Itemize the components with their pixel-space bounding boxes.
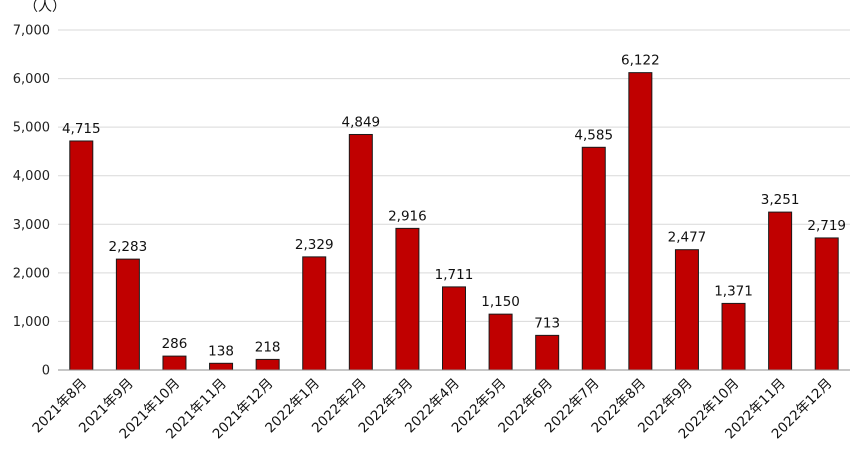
y-tick-label: 1,000 (13, 315, 50, 330)
bar (674, 249, 699, 371)
y-tick-label: 0 (42, 364, 50, 379)
data-label: 4,585 (574, 127, 613, 143)
bar (535, 334, 560, 371)
bars (69, 72, 839, 371)
y-tick-label: 7,000 (13, 24, 50, 39)
bar (115, 258, 140, 371)
y-tick-label: 5,000 (13, 121, 50, 136)
y-tick-label: 6,000 (13, 72, 50, 87)
data-label: 286 (162, 336, 188, 352)
bar (69, 140, 94, 371)
data-label: 138 (208, 343, 234, 359)
x-axis-categories: 2021年8月2021年9月2021年10月2021年11月2021年12月20… (29, 376, 835, 443)
bar (768, 211, 793, 371)
data-label: 4,849 (341, 114, 380, 130)
data-labels: 4,715 2,283 286 138 218 2,329 4,849 2,916 1,711 1… (62, 53, 846, 360)
y-tick-label: 3,000 (13, 218, 50, 233)
bar (255, 358, 280, 371)
bar (302, 256, 327, 371)
data-label: 2,477 (668, 230, 707, 246)
bar (581, 146, 606, 371)
data-label: 2,719 (807, 218, 846, 234)
bar (162, 355, 187, 371)
data-label: 1,371 (714, 283, 753, 299)
bar (209, 362, 234, 371)
bar (395, 227, 420, 371)
y-tick-label: 4,000 (13, 169, 50, 184)
data-label: 2,329 (295, 237, 334, 253)
bar (488, 313, 513, 371)
data-label: 1,150 (481, 294, 520, 310)
bar (721, 302, 746, 371)
data-label: 6,122 (621, 53, 660, 69)
bar (814, 237, 839, 371)
data-label: 2,916 (388, 208, 427, 224)
data-label: 218 (255, 339, 281, 355)
y-tick-label: 2,000 (13, 266, 50, 281)
data-label: 713 (534, 315, 560, 331)
data-label: 1,711 (435, 267, 474, 283)
y-axis-ticks: 0 1,000 2,000 3,000 4,000 5,000 6,000 7,000 (13, 24, 50, 379)
data-label: 2,283 (109, 239, 148, 255)
y-axis-unit-label: （人） (24, 0, 66, 15)
data-label: 3,251 (761, 192, 800, 208)
bar (442, 286, 466, 371)
data-label: 4,715 (62, 121, 101, 137)
bar (628, 72, 653, 371)
gridlines (58, 29, 850, 322)
bar (348, 133, 373, 371)
